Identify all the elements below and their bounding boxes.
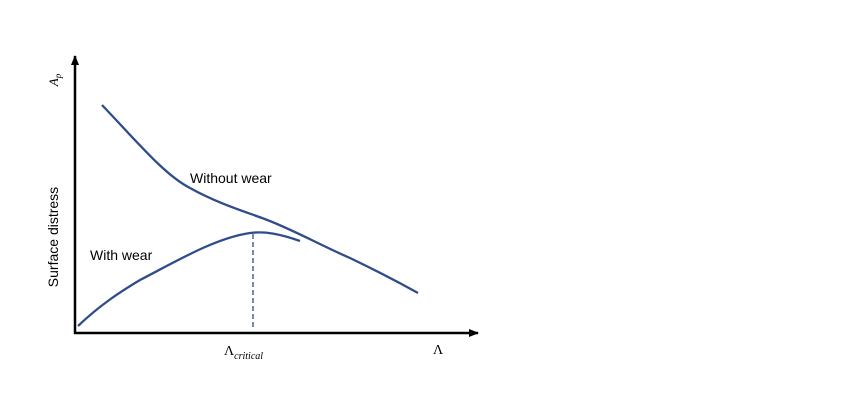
y-axis-symbol: Ap (46, 73, 63, 87)
curve-without-wear (101, 104, 419, 295)
x-axis-symbol: Λ (433, 343, 444, 358)
critical-label: Λcritical (224, 344, 263, 362)
curve-label: With wear (90, 247, 153, 263)
symbol: Λ (224, 344, 235, 359)
curve-label: Without wear (190, 170, 272, 186)
subscript: p (53, 73, 63, 79)
y-axis-label: Surface distress (45, 187, 61, 287)
symbol: A (46, 78, 61, 87)
curve-with-wear (77, 231, 301, 327)
subscript: critical (234, 351, 263, 362)
